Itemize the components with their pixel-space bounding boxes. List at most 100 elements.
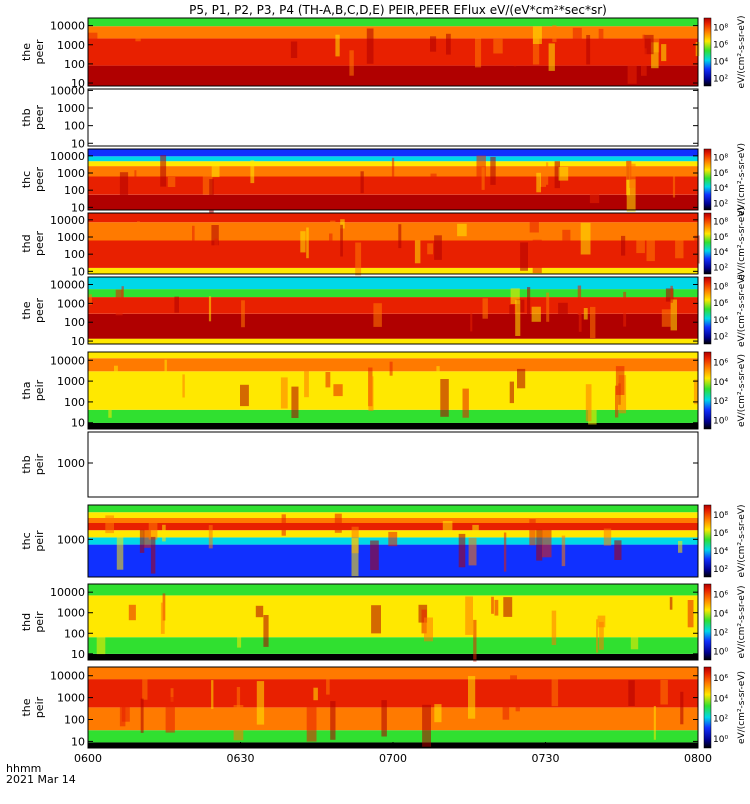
spectrum-streak: [621, 235, 626, 256]
spectrum-band: [88, 584, 698, 596]
y-tick-label: 1000: [57, 533, 85, 546]
spectrum-streak: [88, 294, 92, 305]
colorbar-unit: eV/(cm²-s-sr-eV): [737, 15, 747, 88]
spectrum-streak: [330, 701, 336, 740]
y-tick-label: 1000: [57, 375, 85, 388]
colorbar-unit: eV/(cm²-s-sr-eV): [737, 207, 747, 280]
colorbar-tick-label: 10⁴: [713, 610, 728, 620]
panel-frame: [87, 276, 699, 345]
colorbar: [703, 17, 712, 87]
spectrum-band: [88, 653, 698, 660]
colorbar-tick-label: 10²: [713, 629, 728, 639]
spectrum-streak: [561, 535, 566, 567]
spectrum-streak: [250, 160, 255, 184]
x-tick-label: 0700: [379, 752, 407, 765]
panel-frame: [87, 504, 699, 578]
spectrum-streak: [108, 383, 112, 418]
x-tick-label: 0800: [684, 752, 712, 765]
spectrum-streak: [509, 304, 515, 333]
spectrum-streak: [599, 621, 604, 650]
spectrum-streak: [678, 540, 683, 553]
y-tick-label: 1000: [57, 607, 85, 620]
spectrum-streak: [134, 170, 137, 185]
panel-label: thcpeer: [20, 167, 46, 193]
spectrum-streak: [546, 162, 549, 185]
spectrum-streak: [532, 33, 540, 65]
spectrum-streak: [162, 524, 166, 542]
spectrum-streak: [403, 375, 409, 395]
chart-title: P5, P1, P2, P3, P4 (TH-A,B,C,D,E) PEIR,P…: [189, 3, 607, 17]
spectrum-streak: [627, 48, 637, 84]
spectrum-streak: [562, 229, 571, 260]
x-tick-label: 0600: [74, 752, 102, 765]
spectrum-streak: [465, 596, 473, 635]
spectrum-streak: [653, 706, 656, 740]
spectrum-streak: [551, 676, 559, 707]
spectrum-streak: [174, 296, 179, 313]
spectrum-streak: [355, 242, 362, 276]
panel-label-probe: thb: [20, 455, 33, 473]
panel-label: thdpeer: [20, 231, 46, 257]
spectrum-band: [88, 371, 698, 410]
spectrum-streak: [687, 600, 694, 628]
spectrum-streak: [263, 615, 269, 647]
colorbar: [703, 666, 712, 749]
panel-label-product: peer: [33, 231, 46, 257]
y-tick-label: 100: [64, 396, 85, 409]
spectrum-streak: [583, 308, 588, 320]
colorbar-tick-label: 10⁶: [713, 529, 728, 539]
spectrum-streak: [373, 303, 382, 327]
colorbar-tick-label: 10²: [713, 263, 728, 273]
panel-label-product: peir: [33, 379, 46, 401]
y-tick-label: 10: [71, 77, 85, 90]
colorbar-tick-label: 10⁴: [713, 316, 728, 326]
spectrum-streak: [515, 689, 520, 712]
colorbar-unit: eV/(cm²-s-sr-eV): [737, 354, 747, 427]
colorbar-tick-label: 10⁰: [713, 735, 728, 745]
spectrum-band: [88, 637, 698, 654]
spectrum-streak: [330, 220, 336, 236]
panel-label: thepeer: [20, 39, 46, 65]
spectrum-streak: [143, 523, 151, 548]
spectrum-band: [88, 338, 698, 344]
spectrum-streak: [240, 384, 249, 407]
spectrum-streak: [325, 372, 331, 388]
spectrum-band: [88, 222, 698, 241]
spectrum-streak: [502, 705, 510, 720]
spectrum-streak: [326, 675, 330, 695]
spectrum-streak: [693, 379, 698, 405]
spectrum-streak: [630, 612, 639, 650]
panel-background: [88, 89, 698, 146]
panel-label: thepeer: [20, 298, 46, 324]
spectrum-streak: [457, 223, 467, 237]
panel-thb-peer: 10 100 1000 10000 thbpeer: [20, 84, 699, 150]
colorbar: [703, 351, 712, 430]
spectrum-streak: [236, 687, 241, 710]
spectrum-streak: [614, 540, 622, 560]
spectrum-streak: [211, 225, 219, 246]
y-tick-label: 10: [71, 335, 85, 348]
colorbar-tick-label: 10⁶: [713, 359, 728, 369]
panel-label-probe: thd: [20, 613, 33, 631]
y-tick-label: 100: [64, 627, 85, 640]
spectrum-streak: [241, 300, 245, 328]
spectrum-streak: [510, 288, 520, 304]
spectrum-streak: [115, 289, 123, 316]
spectrum-streak: [280, 377, 288, 409]
panel-thd-peir: 10 100 1000 10000 thdpeir 10⁰ 10² 10⁴ 10⁶ eV/(cm²…: [20, 583, 747, 662]
spectrum-band: [88, 730, 698, 743]
panel-frame: [87, 431, 699, 498]
spectrum-streak: [291, 386, 299, 418]
y-tick-label: 10: [71, 417, 85, 430]
spectrum-streak: [442, 521, 453, 533]
spectrum-streak: [603, 528, 612, 546]
spectrum-band: [88, 352, 698, 359]
spectrum-streak: [160, 602, 165, 634]
spectrum-streak: [532, 239, 542, 273]
spectrum-band: [88, 667, 698, 680]
panel-label-product: peer: [33, 298, 46, 324]
spectrum-streak: [680, 691, 684, 725]
spectrum-streak: [167, 176, 176, 187]
spectrum-streak: [540, 171, 546, 187]
spectrum-streak: [596, 619, 599, 653]
